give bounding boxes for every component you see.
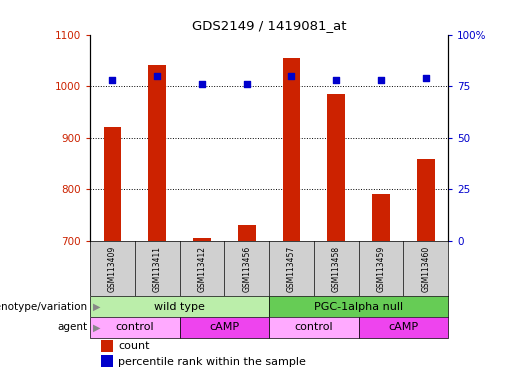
Text: count: count <box>118 341 149 351</box>
Bar <box>101 355 113 367</box>
Text: GSM113458: GSM113458 <box>332 246 341 292</box>
Point <box>108 77 116 83</box>
Text: control: control <box>115 322 154 332</box>
Title: GDS2149 / 1419081_at: GDS2149 / 1419081_at <box>192 19 346 32</box>
Point <box>243 81 251 87</box>
Point <box>422 75 430 81</box>
Bar <box>238 225 255 241</box>
Text: GSM113412: GSM113412 <box>197 246 207 292</box>
Text: GSM113411: GSM113411 <box>153 246 162 292</box>
Text: wild type: wild type <box>154 302 205 312</box>
Text: GSM113409: GSM113409 <box>108 246 117 292</box>
Text: genotype/variation: genotype/variation <box>0 302 88 312</box>
Text: agent: agent <box>58 322 88 332</box>
Bar <box>358 317 448 338</box>
Text: GSM113457: GSM113457 <box>287 246 296 292</box>
Point <box>153 73 161 79</box>
Point <box>287 73 296 79</box>
Bar <box>372 194 390 241</box>
Bar <box>417 159 435 241</box>
Point <box>377 77 385 83</box>
Bar <box>269 296 448 317</box>
Text: GSM113456: GSM113456 <box>242 246 251 292</box>
Text: GSM113459: GSM113459 <box>376 246 385 292</box>
Bar <box>283 58 300 241</box>
Text: ▶: ▶ <box>93 302 100 312</box>
Text: cAMP: cAMP <box>388 322 418 332</box>
Text: percentile rank within the sample: percentile rank within the sample <box>118 356 306 366</box>
Text: PGC-1alpha null: PGC-1alpha null <box>314 302 403 312</box>
Bar <box>90 296 269 317</box>
Bar <box>90 317 180 338</box>
Text: GSM113460: GSM113460 <box>421 246 430 292</box>
Bar <box>327 94 345 241</box>
Text: control: control <box>295 322 333 332</box>
Bar <box>104 127 122 241</box>
Text: cAMP: cAMP <box>209 322 239 332</box>
Bar <box>148 65 166 241</box>
Point <box>198 81 206 87</box>
Bar <box>101 340 113 352</box>
Text: ▶: ▶ <box>93 322 100 332</box>
Bar <box>180 317 269 338</box>
Bar <box>193 238 211 241</box>
Bar <box>269 317 358 338</box>
Point <box>332 77 340 83</box>
